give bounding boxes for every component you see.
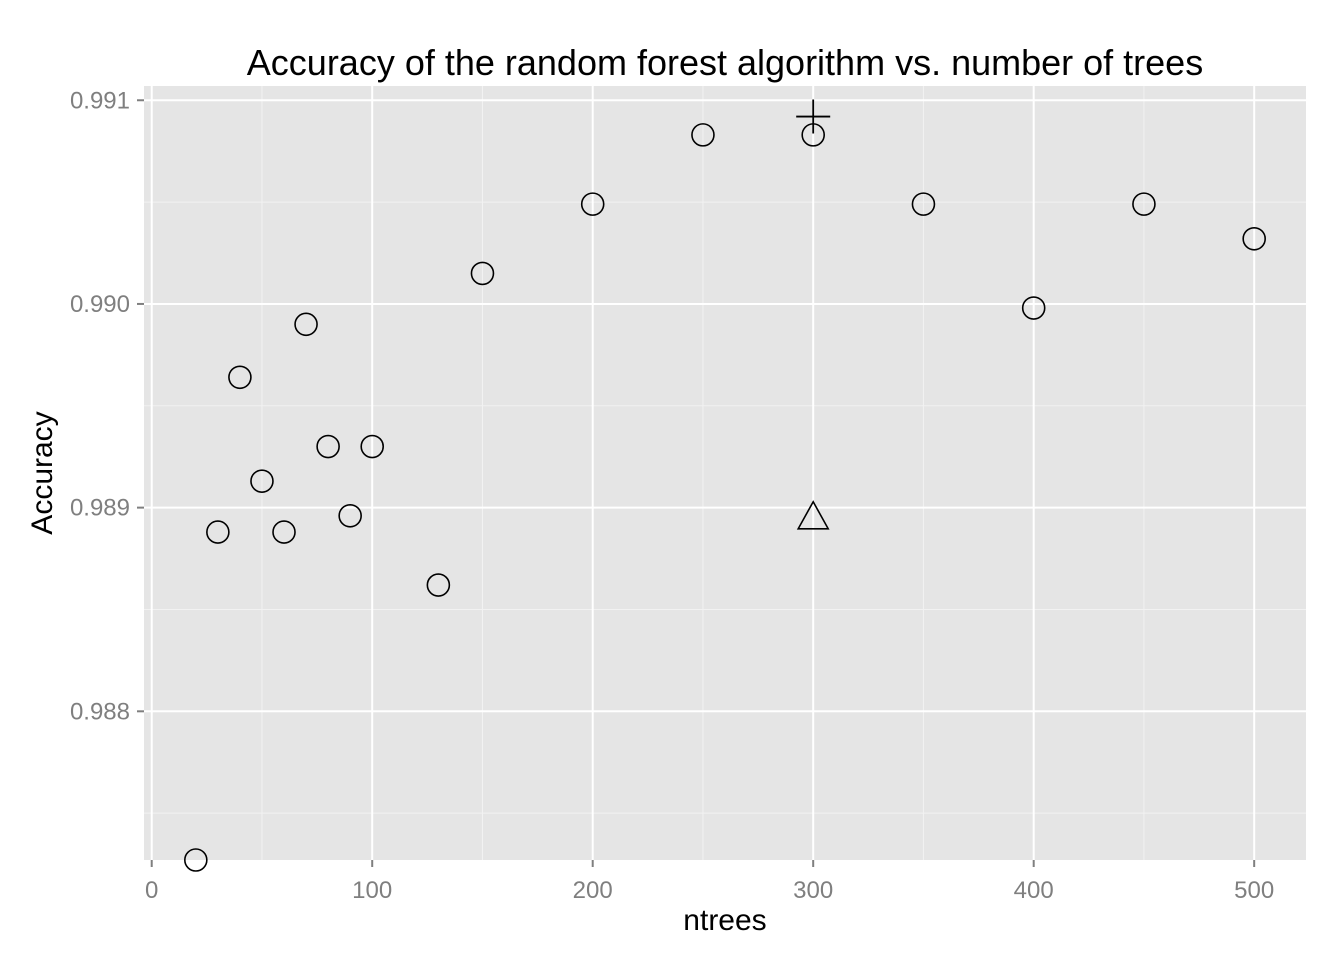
circle-point <box>360 434 385 459</box>
axes: 0 100 200 300 400 500 0.988 0.989 0.990 0.991 <box>70 87 1274 904</box>
circle-point <box>294 312 318 337</box>
circle-point <box>1242 226 1266 251</box>
x-axis-title: ntrees <box>683 904 766 937</box>
circle-point <box>470 261 495 286</box>
plot-panel <box>144 86 1306 860</box>
circle-point <box>691 123 715 147</box>
x-tick-label: 400 <box>1014 877 1054 904</box>
chart-title: Accuracy of the random forest algorithm … <box>247 42 1203 83</box>
y-tick-label: 0.990 <box>70 291 130 318</box>
circle-point <box>1021 296 1046 320</box>
y-tick-label: 0.989 <box>70 495 130 522</box>
triangle-point <box>796 500 830 530</box>
circle-point <box>911 192 936 216</box>
major-gridlines <box>144 86 1306 860</box>
circle-point <box>228 365 252 390</box>
x-tick-label: 500 <box>1234 877 1274 904</box>
data-points <box>184 99 1266 872</box>
circle-point <box>1132 192 1156 216</box>
circle-point <box>426 573 451 597</box>
circle-point <box>580 192 605 216</box>
y-axis-title: Accuracy <box>26 411 59 534</box>
plus-point <box>796 99 831 134</box>
y-tick-label: 0.991 <box>70 87 130 114</box>
y-tick-label: 0.988 <box>70 698 130 725</box>
x-tick-label: 100 <box>352 877 392 904</box>
x-tick-label: 0 <box>145 877 158 904</box>
x-tick-label: 300 <box>793 877 833 904</box>
circle-point <box>184 848 208 872</box>
circle-point <box>250 469 274 493</box>
circle-point <box>272 520 296 544</box>
x-tick-label: 200 <box>573 877 613 904</box>
circle-point <box>316 434 340 459</box>
circle-point <box>338 503 362 528</box>
circle-point <box>206 520 230 544</box>
